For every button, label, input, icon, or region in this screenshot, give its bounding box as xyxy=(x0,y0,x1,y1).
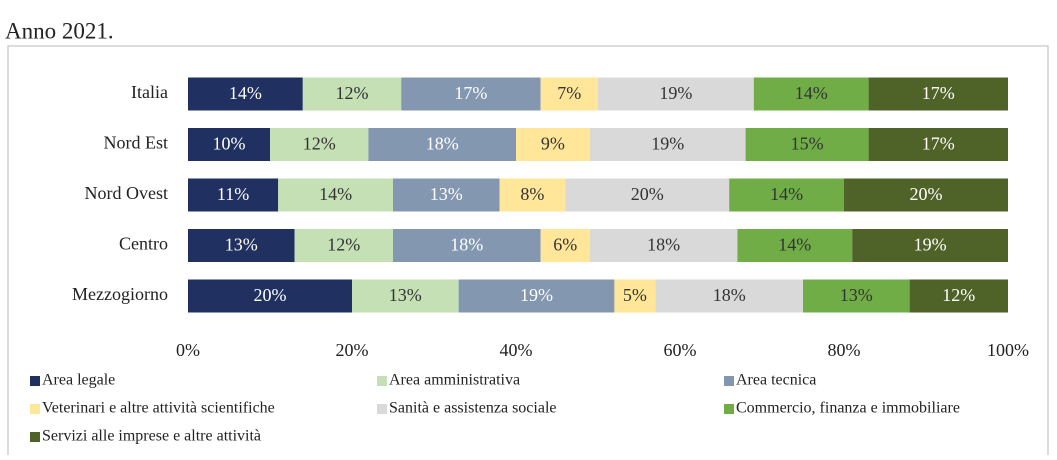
bar-segment xyxy=(368,128,516,161)
bar-segment xyxy=(909,279,1008,313)
value-label: 15% xyxy=(791,134,824,154)
bar-segment xyxy=(302,77,402,111)
bar-segment xyxy=(868,77,1008,111)
value-label: 14% xyxy=(229,83,262,103)
legend-swatch xyxy=(30,432,40,442)
bar-segment xyxy=(458,279,615,313)
value-label: 13% xyxy=(840,285,873,305)
value-label: 19% xyxy=(659,83,692,103)
bar-segment xyxy=(589,229,738,262)
value-label: 14% xyxy=(319,184,352,204)
value-label: 6% xyxy=(553,235,577,255)
x-tick-label: 80% xyxy=(828,340,861,360)
value-label: 17% xyxy=(454,83,487,103)
bar-segment xyxy=(598,77,754,111)
bar-segment xyxy=(737,229,853,262)
bar-segment xyxy=(294,229,393,262)
bar-segment xyxy=(270,128,369,161)
value-label: 20% xyxy=(910,184,943,204)
bar-segment xyxy=(753,77,869,111)
chart-border xyxy=(7,45,1049,455)
bar-segment xyxy=(188,178,279,212)
bar-segment xyxy=(540,229,590,262)
value-label: 11% xyxy=(217,184,249,204)
x-tick-label: 20% xyxy=(336,340,369,360)
value-label: 18% xyxy=(450,235,483,255)
legend-label: Servizi alle imprese e altre attività xyxy=(42,428,261,445)
bar-segment xyxy=(188,279,352,313)
bar-segment xyxy=(729,178,844,212)
y-tick-label: Nord Est xyxy=(104,133,169,153)
bar-segment xyxy=(540,77,598,111)
value-label: 12% xyxy=(942,285,975,305)
value-label: 19% xyxy=(520,285,553,305)
bar-segment xyxy=(401,77,541,111)
value-label: 17% xyxy=(922,83,955,103)
chart-title: Anno 2021. xyxy=(5,18,114,43)
legend-label: Area amministrativa xyxy=(389,372,520,389)
legend-swatch xyxy=(30,376,40,386)
value-label: 14% xyxy=(795,83,828,103)
x-tick-label: 40% xyxy=(500,340,533,360)
bar-segment xyxy=(188,128,270,161)
value-label: 10% xyxy=(213,134,246,154)
legend-label: Sanità e assistenza sociale xyxy=(389,400,557,417)
y-tick-label: Italia xyxy=(131,82,168,102)
value-label: 17% xyxy=(922,134,955,154)
value-label: 12% xyxy=(303,134,336,154)
value-label: 12% xyxy=(327,235,360,255)
value-label: 8% xyxy=(520,184,544,204)
bar-segment xyxy=(589,128,746,161)
x-tick-label: 60% xyxy=(664,340,697,360)
x-tick-label: 100% xyxy=(987,340,1029,360)
value-label: 18% xyxy=(426,134,459,154)
bar-segment xyxy=(516,128,590,161)
value-label: 13% xyxy=(430,184,463,204)
bar-segment xyxy=(188,77,303,111)
bar-segment xyxy=(565,178,730,212)
bar-segment xyxy=(278,178,393,212)
bar-segment xyxy=(614,279,656,313)
bar-segment xyxy=(844,178,1008,212)
x-tick-label: 0% xyxy=(176,340,200,360)
bar-segment xyxy=(393,229,541,262)
value-label: 19% xyxy=(914,235,947,255)
value-label: 19% xyxy=(651,134,684,154)
legend-label: Area legale xyxy=(42,372,115,389)
value-label: 14% xyxy=(770,184,803,204)
value-label: 12% xyxy=(336,83,369,103)
legend-swatch xyxy=(724,404,734,414)
bar-segment xyxy=(655,279,803,313)
bar-segment xyxy=(188,229,295,262)
bar-segment xyxy=(745,128,869,161)
legend-label: Area tecnica xyxy=(736,372,816,389)
bar-segment xyxy=(868,128,1008,161)
legend-label: Commercio, finanza e immobiliare xyxy=(736,400,960,417)
legend-swatch xyxy=(724,376,734,386)
y-tick-label: Centro xyxy=(119,234,168,254)
value-label: 14% xyxy=(778,235,811,255)
value-label: 20% xyxy=(254,285,287,305)
value-label: 18% xyxy=(713,285,746,305)
value-label: 5% xyxy=(623,285,647,305)
y-tick-label: Nord Ovest xyxy=(85,183,169,203)
bar-segment xyxy=(499,178,566,212)
y-tick-label: Mezzogiorno xyxy=(72,284,168,304)
value-label: 20% xyxy=(631,184,664,204)
value-label: 13% xyxy=(225,235,258,255)
bar-segment xyxy=(803,279,910,313)
value-label: 9% xyxy=(541,134,565,154)
legend-label: Veterinari e altre attività scientifiche xyxy=(42,400,275,417)
bar-segment xyxy=(352,279,459,313)
bar-segment xyxy=(852,229,1008,262)
legend-swatch xyxy=(377,404,387,414)
legend-swatch xyxy=(30,404,40,414)
legend-swatch xyxy=(377,376,387,386)
value-label: 18% xyxy=(647,235,680,255)
value-label: 13% xyxy=(389,285,422,305)
value-label: 7% xyxy=(557,83,581,103)
bar-segment xyxy=(393,178,500,212)
